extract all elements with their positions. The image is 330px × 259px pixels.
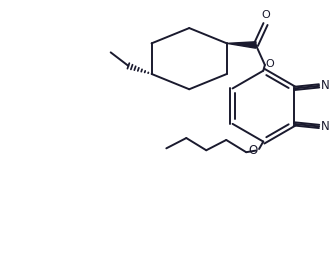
Text: O: O [266, 59, 275, 69]
Text: O: O [248, 144, 257, 157]
Text: N: N [321, 120, 330, 133]
Text: O: O [262, 10, 271, 20]
Polygon shape [227, 42, 256, 48]
Text: N: N [321, 79, 330, 92]
